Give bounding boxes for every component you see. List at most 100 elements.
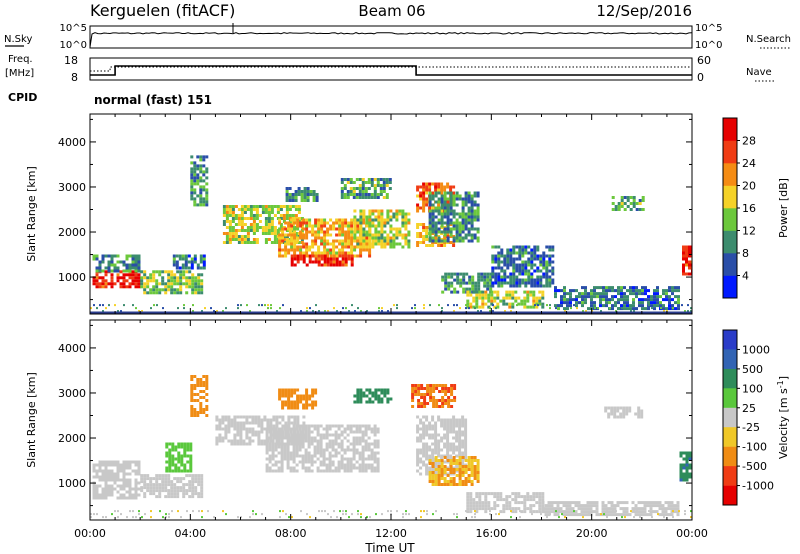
velocity-panel: 1000 2000 3000 4000 00:00 04:00 08:00 12:00 16:0… (25, 319, 708, 540)
velocity-colorbar-cell (723, 368, 737, 389)
power-colorbar-tick-label: 20 (742, 180, 756, 193)
power-region (92, 270, 141, 289)
velocity-region (265, 424, 380, 473)
noise-frame (89, 25, 693, 49)
velocity-x-ticks: 00:00 04:00 08:00 12:00 16:00 20:00 00:00 (74, 320, 708, 540)
power-region (92, 254, 141, 273)
velocity-colorbar-frame (722, 329, 738, 506)
power-scatter (90, 155, 692, 314)
power-colorbar-cell (723, 275, 737, 299)
x-axis-label: Time UT (364, 541, 415, 554)
noise-right-tick: 10^0 (695, 40, 722, 51)
frequency-line (90, 65, 692, 76)
velocity-colorbar-tick-label: -25 (742, 421, 760, 434)
velocity-colorbar-cell (723, 388, 737, 408)
power-colorbar-label: Power [dB] (777, 178, 790, 238)
velocity-colorbar-label: Velocity [m s-1] (776, 376, 791, 459)
power-region (140, 270, 204, 295)
velocity-colorbar-tick-label: -1000 (742, 480, 774, 493)
nave-label: Nave (746, 67, 772, 78)
power-near-range-speckle (90, 304, 692, 313)
colorbar-label-superscript: -1 (776, 380, 785, 388)
power-colorbar-cell (723, 208, 737, 231)
velocity-region (466, 492, 545, 514)
colorbar-label-tail: ] (777, 376, 790, 380)
noise-left-tick: 10^0 (60, 40, 87, 51)
frequency-panel: 18 8 60 0 Freq. [MHz] Nave (5, 54, 775, 84)
date-title: 12/Sep/2016 (596, 2, 692, 20)
power-colorbar-cell (723, 118, 737, 141)
power-colorbar-cell (723, 230, 737, 254)
cpid-label: CPID (8, 91, 37, 104)
freq-label-line2: [MHz] (5, 68, 34, 79)
power-colorbar-tick-label: 16 (742, 202, 756, 215)
power-x-ticks (89, 114, 693, 314)
power-colorbar-cell (723, 140, 737, 164)
velocity-region (416, 415, 468, 476)
velocity-colorbar-cell (723, 349, 737, 370)
power-region (441, 272, 493, 294)
power-region (491, 245, 555, 288)
velocity-colorbar-cell (723, 407, 737, 428)
power-region (190, 155, 209, 207)
velocity-scatter (90, 375, 692, 519)
velocity-colorbar-tick-label: -100 (742, 441, 767, 454)
nave-line (90, 66, 692, 72)
velocity-region (278, 388, 318, 410)
y-tick-label: 3000 (58, 181, 86, 194)
power-colorbar-tick-label: 8 (742, 247, 749, 260)
x-tick-label: 00:00 (676, 527, 708, 540)
velocity-colorbar-cell (723, 330, 737, 350)
velocity-region (140, 474, 204, 499)
power-colorbar-tick-label: 12 (742, 225, 756, 238)
freq-left-tick: 8 (71, 71, 78, 84)
y-tick-label: 4000 (58, 136, 86, 149)
velocity-region (92, 460, 141, 500)
power-colorbar-cell (723, 163, 737, 186)
beam-title: Beam 06 (358, 2, 425, 20)
power-region (428, 191, 480, 243)
power-colorbar-tick-label: 4 (742, 270, 749, 283)
power-region (290, 254, 354, 267)
freq-left-tick: 18 (64, 54, 78, 67)
x-tick-label: 20:00 (576, 527, 608, 540)
velocity-colorbar-cell (723, 427, 737, 447)
noise-search-label: N.Search (746, 34, 791, 45)
velocity-colorbar-tick-label: 1000 (742, 343, 770, 356)
power-region (353, 209, 411, 249)
velocity-colorbar-cell (723, 485, 737, 506)
x-tick-label: 16:00 (475, 527, 507, 540)
velocity-region (190, 375, 209, 417)
velocity-region (353, 388, 393, 404)
power-region (611, 196, 645, 211)
power-region (466, 290, 545, 309)
power-region (278, 218, 372, 258)
frequency-frame (89, 57, 693, 81)
y-tick-label: 1000 (58, 271, 86, 284)
y-tick-label: 1000 (58, 477, 86, 490)
power-colorbar-cell (723, 185, 737, 209)
x-tick-label: 12:00 (375, 527, 407, 540)
velocity-region (165, 442, 193, 473)
velocity-colorbar-tick-label: 100 (742, 382, 763, 395)
power-region (172, 254, 206, 270)
power-region (554, 286, 680, 311)
velocity-colorbar-tick-label: -500 (742, 460, 767, 473)
freq-right-tick: 60 (697, 54, 711, 67)
power-colorbar-tick-label: 28 (742, 135, 756, 148)
velocity-near-range-speckle (90, 510, 692, 519)
y-tick-label: 2000 (58, 226, 86, 239)
noise-sky-line (89, 32, 693, 48)
power-region (340, 178, 392, 199)
x-tick-label: 00:00 (74, 527, 106, 540)
power-colorbar: 28 24 20 16 12 8 4 Power [dB] (722, 117, 790, 299)
power-y-axis-label: Slant Range [km] (25, 166, 38, 262)
velocity-colorbar-tick-label: 25 (742, 402, 756, 415)
y-tick-label: 4000 (58, 342, 86, 355)
site-title: Kerguelen (fitACF) (90, 1, 235, 20)
velocity-region (428, 456, 480, 486)
velocity-colorbar-cell (723, 446, 737, 467)
y-tick-label: 2000 (58, 432, 86, 445)
velocity-region (411, 384, 457, 408)
